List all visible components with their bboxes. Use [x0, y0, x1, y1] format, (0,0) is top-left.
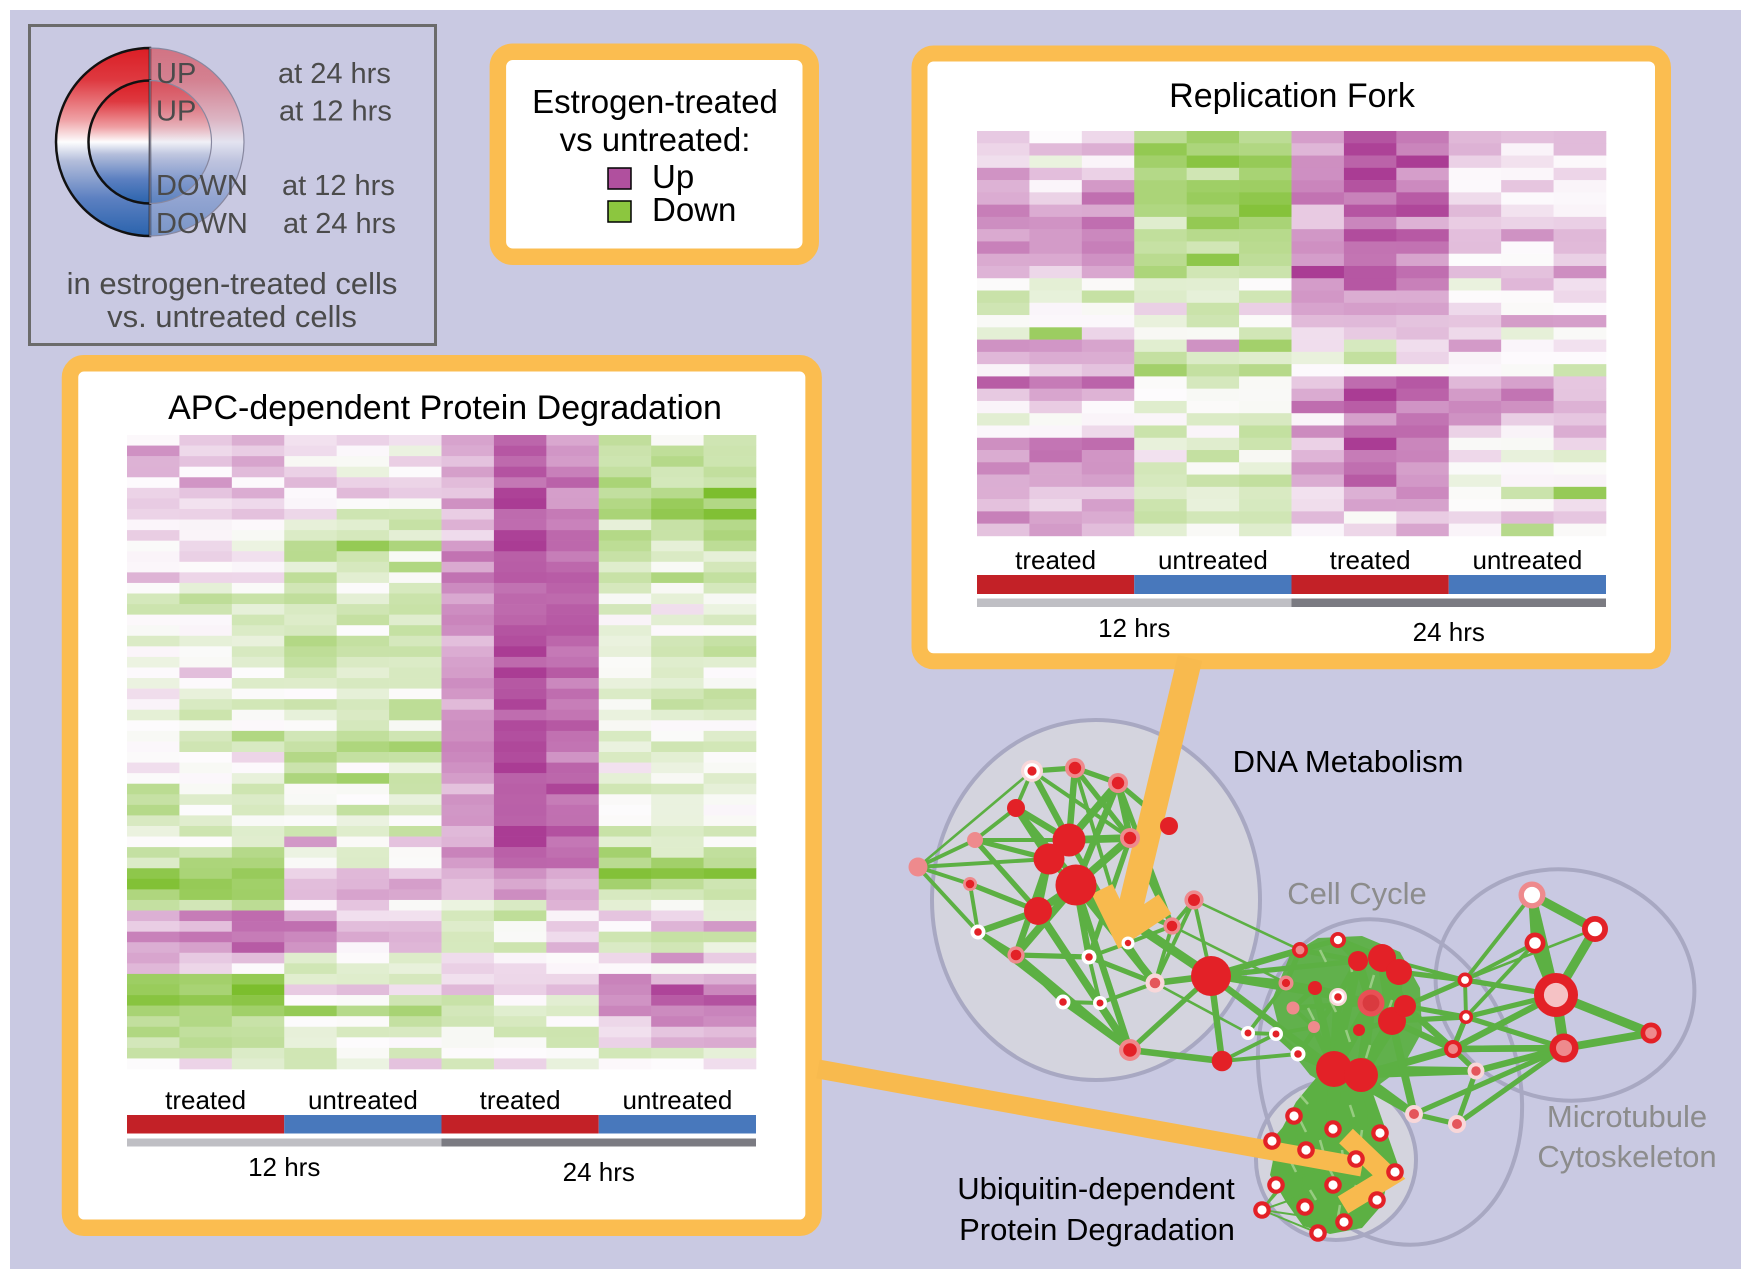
svg-text:at 24 hrs: at 24 hrs: [283, 208, 396, 240]
svg-text:vs untreated:: vs untreated:: [560, 121, 751, 158]
svg-text:DNA Metabolism: DNA Metabolism: [1233, 744, 1464, 779]
svg-text:12 hrs: 12 hrs: [1098, 613, 1170, 643]
svg-text:vs. untreated cells: vs. untreated cells: [107, 299, 357, 334]
svg-text:treated: treated: [165, 1085, 246, 1115]
svg-text:Cell Cycle: Cell Cycle: [1287, 876, 1427, 911]
svg-text:at 12 hrs: at 12 hrs: [279, 96, 392, 128]
svg-text:at 24 hrs: at 24 hrs: [278, 58, 391, 90]
svg-text:untreated: untreated: [1472, 545, 1582, 575]
svg-text:12 hrs: 12 hrs: [248, 1152, 320, 1182]
svg-text:Down: Down: [652, 191, 736, 228]
svg-text:Up: Up: [652, 158, 694, 195]
svg-text:24 hrs: 24 hrs: [1413, 617, 1485, 647]
svg-text:Estrogen-treated: Estrogen-treated: [532, 83, 778, 120]
svg-text:in estrogen-treated cells: in estrogen-treated cells: [67, 266, 398, 301]
svg-text:untreated: untreated: [1158, 545, 1268, 575]
svg-text:treated: treated: [480, 1085, 561, 1115]
svg-text:Protein Degradation: Protein Degradation: [959, 1212, 1235, 1247]
svg-text:at 12 hrs: at 12 hrs: [282, 170, 395, 202]
svg-text:treated: treated: [1015, 545, 1096, 575]
svg-text:untreated: untreated: [308, 1085, 418, 1115]
svg-text:DOWN: DOWN: [156, 170, 248, 202]
svg-text:DOWN: DOWN: [156, 208, 248, 240]
svg-text:Replication Fork: Replication Fork: [1169, 77, 1416, 115]
svg-text:treated: treated: [1330, 545, 1411, 575]
svg-text:APC-dependent Protein Degradat: APC-dependent Protein Degradation: [168, 389, 722, 427]
svg-text:Ubiquitin-dependent: Ubiquitin-dependent: [957, 1171, 1235, 1206]
svg-text:24 hrs: 24 hrs: [563, 1157, 635, 1187]
svg-text:Cytoskeleton: Cytoskeleton: [1537, 1139, 1716, 1174]
svg-text:untreated: untreated: [622, 1085, 732, 1115]
svg-text:UP: UP: [156, 58, 196, 90]
svg-text:UP: UP: [156, 96, 196, 128]
svg-text:Microtubule: Microtubule: [1547, 1099, 1707, 1134]
